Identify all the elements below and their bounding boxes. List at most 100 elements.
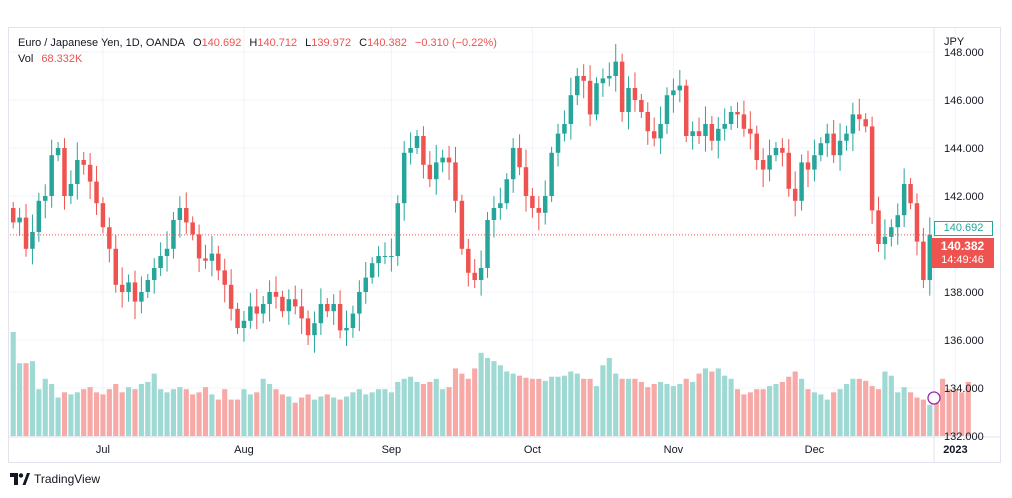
candle-body	[587, 80, 593, 115]
volume-label: Vol	[18, 53, 34, 65]
candle	[536, 196, 542, 231]
x-tick-label: Aug	[234, 444, 254, 456]
candle-body	[325, 304, 330, 312]
volume-bar	[337, 399, 343, 436]
symbol-title: Euro / Japanese Yen, 1D, OANDA	[18, 37, 185, 49]
candle-body	[312, 323, 317, 336]
volume-bar	[29, 361, 35, 436]
candle	[325, 298, 330, 318]
volume-bar	[670, 386, 676, 436]
volume-bar	[741, 394, 747, 436]
volume-row: Vol 68.332K	[18, 51, 497, 67]
candle	[357, 280, 362, 332]
candle	[292, 285, 298, 315]
footer-brand[interactable]: TradingView	[10, 472, 100, 486]
candle-body	[427, 164, 433, 180]
volume-bar	[754, 389, 760, 436]
candle-body	[260, 304, 266, 314]
volume-bar	[177, 387, 183, 436]
volume-bar	[933, 396, 939, 436]
candle	[376, 246, 381, 277]
volume-bar	[68, 394, 74, 436]
candle-body	[722, 124, 727, 129]
volume-bar	[658, 381, 664, 436]
candle	[799, 154, 804, 211]
candle	[517, 134, 522, 176]
candle-body	[466, 248, 471, 273]
candle	[17, 207, 22, 237]
candle-body	[36, 200, 42, 232]
candle-body	[171, 220, 176, 249]
candle-body	[837, 140, 843, 156]
candle-body	[530, 196, 535, 208]
candle	[171, 212, 176, 259]
volume-bar	[279, 394, 285, 436]
volume-bar	[254, 392, 260, 436]
candle-body	[81, 160, 86, 165]
candle	[421, 126, 426, 179]
candle-body	[882, 236, 888, 244]
volume-bar	[869, 386, 875, 436]
candle-body	[728, 112, 734, 124]
x-tick-label: Sep	[382, 444, 402, 456]
volume-bar	[465, 378, 471, 436]
candle	[235, 302, 240, 334]
candle	[895, 203, 900, 245]
candle	[619, 53, 625, 122]
candle-body	[267, 292, 272, 304]
volume-bar	[446, 387, 452, 436]
candle-body	[389, 256, 394, 257]
y-tick-label: 146.000	[944, 95, 984, 107]
volume-bar	[882, 371, 888, 436]
candle	[927, 217, 933, 296]
candle	[664, 87, 670, 134]
candle	[844, 125, 849, 151]
open-price-tag: 140.692	[934, 221, 993, 236]
candle-body	[222, 270, 227, 285]
volume-bar	[427, 381, 433, 436]
volume-bar	[792, 371, 798, 436]
candle	[741, 100, 747, 137]
volume-bar	[23, 363, 29, 436]
volume-bar	[36, 389, 42, 436]
volume-bar	[420, 384, 426, 436]
candle-body	[286, 299, 292, 312]
volume-bar	[440, 389, 446, 436]
candle-body	[639, 100, 644, 112]
volume-bar	[888, 375, 894, 436]
volume-bar	[683, 378, 689, 436]
volume-bar	[382, 389, 388, 436]
candle	[164, 231, 170, 272]
volume-bar	[267, 384, 273, 436]
volume-bar	[901, 387, 907, 436]
volume-bar	[138, 384, 144, 436]
volume-bar	[766, 386, 773, 436]
candle-series	[10, 44, 933, 353]
volume-bar	[305, 394, 311, 436]
candle	[773, 142, 779, 162]
low-value: 139.972	[311, 37, 352, 49]
volume-bar	[151, 373, 157, 436]
volume-bar	[472, 368, 478, 436]
volume-bar	[837, 389, 843, 436]
candle	[491, 196, 497, 238]
candle-body	[709, 124, 715, 141]
volume-bar	[908, 392, 914, 436]
candle-body	[901, 184, 907, 216]
volume-bar	[414, 381, 420, 436]
candle	[395, 195, 401, 266]
candle	[863, 113, 868, 133]
candle	[331, 294, 336, 325]
candle	[408, 132, 413, 165]
brand-name: TradingView	[34, 472, 101, 486]
volume-bar	[536, 378, 542, 436]
candle-body	[132, 282, 138, 302]
candle	[767, 139, 772, 182]
volume-bar	[677, 384, 683, 436]
candle	[466, 238, 471, 287]
candle-body	[472, 272, 477, 280]
tradingview-logo-icon	[10, 473, 30, 485]
candle	[504, 173, 509, 210]
candle-body	[600, 78, 606, 84]
